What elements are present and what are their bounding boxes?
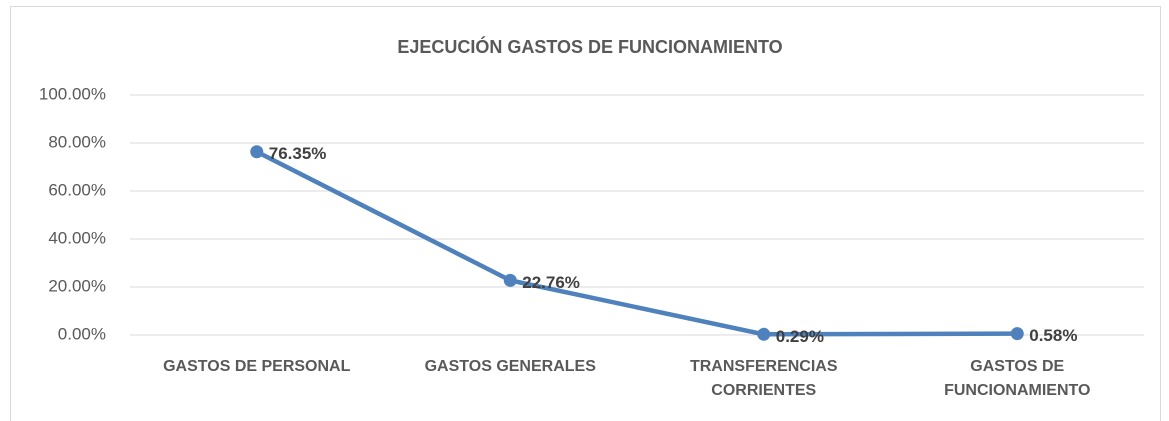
y-tick-label: 20.00% — [48, 276, 106, 295]
y-tick-label: 40.00% — [48, 228, 106, 247]
x-tick-label: TRANSFERENCIAS CORRIENTES — [689, 358, 838, 399]
marker — [757, 327, 771, 341]
data-label: 76.35% — [269, 144, 327, 163]
data-label: 0.29% — [776, 327, 824, 346]
y-tick-label: 0.00% — [58, 324, 106, 343]
marker — [503, 273, 517, 287]
marker — [250, 145, 264, 159]
x-tick-label: GASTOS DE FUNCIONAMIENTO — [944, 358, 1091, 399]
marker — [1010, 327, 1024, 341]
x-tick-label: GASTOS GENERALES — [424, 358, 596, 375]
x-tick-label: GASTOS DE PERSONAL — [163, 358, 351, 375]
data-label: 0.58% — [1029, 326, 1077, 345]
data-label: 22.76% — [522, 273, 580, 292]
chart-frame — [10, 6, 1161, 421]
line — [255, 149, 1018, 337]
y-tick-label: 60.00% — [48, 180, 106, 199]
y-tick-label: 100.00% — [39, 84, 106, 103]
y-tick-label: 80.00% — [48, 132, 106, 151]
chart-title: EJECUCIÓN GASTOS DE FUNCIONAMIENTO — [397, 36, 782, 57]
